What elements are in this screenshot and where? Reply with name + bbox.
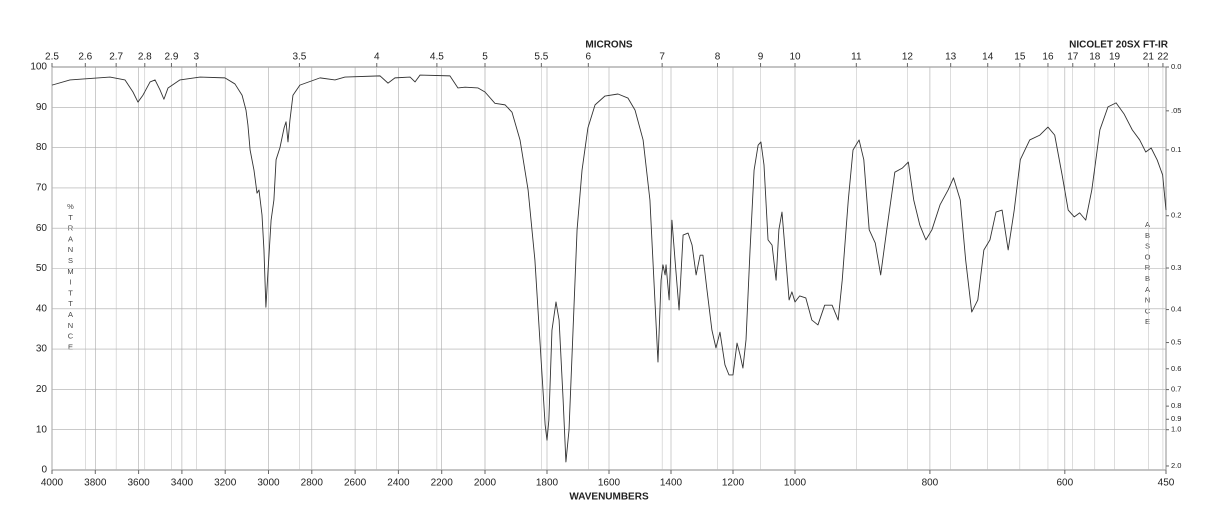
y2-tick-label: 0.3: [1171, 263, 1181, 272]
y-tick-label: 20: [36, 384, 48, 395]
x2-tick-label: 2.9: [164, 52, 178, 63]
y-tick-label: 60: [36, 223, 48, 234]
x2-tick-label: 11: [851, 52, 862, 63]
y-tick-label: 10: [36, 424, 48, 435]
x-tick-label: 2000: [474, 478, 497, 489]
x-tick-label: 3400: [171, 478, 194, 489]
x2-tick-label: 5: [482, 52, 488, 63]
x2-tick-label: 4.5: [430, 52, 444, 63]
x-tick-label: 2400: [387, 478, 410, 489]
y-tick-label: 90: [36, 102, 48, 113]
x2-tick-label: 12: [902, 52, 914, 63]
y-tick-label: 30: [36, 344, 48, 355]
x-tick-label: 4000: [41, 478, 64, 489]
x-tick-label: 1600: [598, 478, 621, 489]
instrument-annotation: NICOLET 20SX FT-IR: [1069, 40, 1169, 51]
x2-tick-label: 18: [1089, 52, 1101, 63]
x-tick-label: 1800: [536, 478, 559, 489]
y2-tick-label: 0.8: [1171, 401, 1181, 410]
x-tick-label: 3000: [257, 478, 280, 489]
x-tick-label: 3600: [127, 478, 150, 489]
x2-axis-title: MICRONS: [585, 40, 633, 51]
x2-tick-label: 14: [982, 52, 994, 63]
y2-tick-label: 0.1: [1171, 145, 1181, 154]
x-axis-title: WAVENUMBERS: [569, 492, 649, 503]
y-axis-title: %TRANSMITTANCE: [66, 202, 75, 353]
x2-tick-label: 6: [586, 52, 592, 63]
x2-tick-label: 9: [758, 52, 764, 63]
x2-tick-label: 17: [1067, 52, 1079, 63]
x-tick-label: 2600: [344, 478, 367, 489]
x-tick-label: 450: [1158, 478, 1175, 489]
y-tick-label: 50: [36, 263, 48, 274]
x2-tick-label: 4: [374, 52, 380, 63]
y2-tick-label: .05: [1171, 106, 1181, 115]
x-tick-label: 1000: [784, 478, 807, 489]
x2-tick-label: 2.8: [138, 52, 152, 63]
y-tick-label: 40: [36, 303, 48, 314]
x2-tick-label: 2.6: [78, 52, 92, 63]
y2-tick-label: 0.7: [1171, 385, 1181, 394]
y2-axis-title: ABSORBANCE: [1143, 220, 1152, 328]
spectrum-line: [51, 74, 1167, 463]
x-tick-label: 600: [1056, 478, 1073, 489]
x2-tick-label: 7: [659, 52, 665, 63]
y2-tick-label: 0.6: [1171, 364, 1181, 373]
x-tick-label: 2200: [431, 478, 454, 489]
x-tick-label: 1200: [722, 478, 745, 489]
x2-tick-label: 2.5: [45, 52, 59, 63]
y2-tick-label: 0.5: [1171, 338, 1181, 347]
x2-tick-label: 13: [945, 52, 957, 63]
y2-tick-label: 2.0: [1171, 461, 1181, 470]
x2-tick-label: 3: [194, 52, 200, 63]
x2-tick-label: 5.5: [534, 52, 548, 63]
x2-tick-label: 16: [1042, 52, 1054, 63]
x-tick-label: 3200: [214, 478, 237, 489]
y2-tick-label: 0.2: [1171, 211, 1181, 220]
x-tick-label: 1400: [660, 478, 683, 489]
x2-tick-label: 2.7: [109, 52, 123, 63]
y2-tick-label: 1.0: [1171, 425, 1181, 434]
x-tick-label: 800: [922, 478, 939, 489]
y2-tick-label: 0.4: [1171, 305, 1181, 314]
y-tick-label: 70: [36, 183, 48, 194]
x-tick-label: 2800: [301, 478, 324, 489]
x2-tick-label: 10: [789, 52, 801, 63]
x2-tick-label: 8: [715, 52, 721, 63]
x2-tick-label: 15: [1014, 52, 1026, 63]
y-tick-label: 80: [36, 142, 48, 153]
x2-tick-label: 19: [1109, 52, 1121, 63]
y-tick-label: 100: [30, 62, 47, 73]
x2-tick-label: 21: [1143, 52, 1155, 63]
x2-tick-label: 3.5: [292, 52, 306, 63]
x-tick-label: 3800: [84, 478, 107, 489]
x2-tick-label: 22: [1157, 52, 1169, 63]
y2-tick-label: 0.9: [1171, 414, 1181, 423]
y-tick-label: 0: [41, 465, 47, 476]
y2-tick-label: 0.0: [1171, 62, 1181, 71]
